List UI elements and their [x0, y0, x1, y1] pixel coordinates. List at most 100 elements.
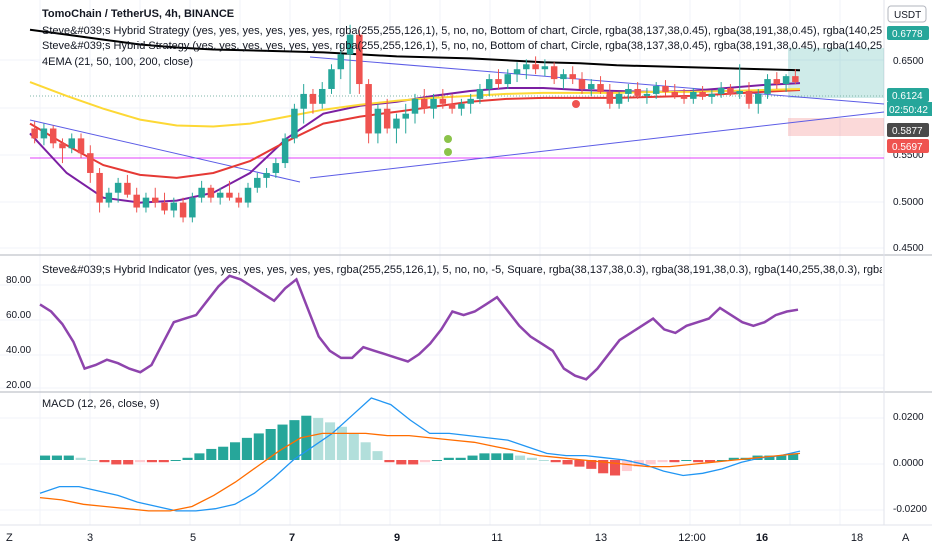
long-position-loss-zone[interactable]	[788, 118, 884, 136]
candle-body	[523, 64, 530, 70]
candle-body	[49, 128, 57, 144]
countdown-badge	[887, 102, 932, 116]
candle-body	[291, 108, 298, 139]
candle-body	[615, 93, 623, 104]
candle-body	[263, 172, 270, 178]
candle-body	[151, 197, 159, 203]
candle-body	[569, 74, 576, 80]
early-trendline[interactable]	[29, 119, 301, 183]
time-tick: 9	[394, 532, 400, 544]
candle-body	[114, 182, 122, 193]
timezone-button[interactable]: Z	[6, 532, 13, 544]
candle-body	[300, 93, 307, 109]
macd-axis[interactable]: 0.0200 0.0000 -0.0200	[893, 412, 927, 515]
macd-histogram-bar	[336, 426, 347, 460]
candle-body	[170, 202, 178, 211]
time-axis[interactable]: 3 5 7 9 11 13 12:00 16 18 Z A	[6, 532, 910, 544]
indicator-axis[interactable]: 80.00 60.00 40.00 20.00	[6, 275, 31, 391]
candle-body	[216, 192, 224, 198]
candle-body	[105, 192, 113, 203]
hybrid-indicator-line	[39, 274, 799, 381]
candle-body	[652, 86, 660, 94]
buy-signal-marker[interactable]	[444, 148, 452, 156]
macd-histogram-bar	[716, 460, 727, 461]
macd-histogram-bar	[396, 460, 407, 465]
candle-body	[597, 84, 604, 92]
macd-histogram-bar	[325, 422, 336, 460]
macd-legend[interactable]: MACD (12, 26, close, 9)	[42, 398, 160, 410]
time-tick: 16	[756, 532, 768, 544]
candle-body	[736, 90, 743, 94]
grid-lines	[0, 0, 884, 525]
candle-body	[727, 87, 734, 94]
candle-body	[318, 88, 326, 104]
stop-price-badge	[887, 139, 929, 153]
macd-histogram-bar	[420, 460, 431, 463]
candle-body	[448, 103, 456, 109]
macd-histogram-bar	[194, 453, 205, 460]
buy-signal-marker[interactable]	[444, 135, 452, 143]
candle-body	[550, 66, 558, 80]
macd-histogram-bar	[538, 460, 549, 461]
time-tick: 18	[851, 532, 863, 544]
strategy-legend-2[interactable]: Steve&#039;s Hybrid Strategy (yes, yes, …	[42, 40, 882, 52]
candlesticks	[31, 24, 799, 223]
candle-body	[792, 76, 799, 83]
candle-body	[198, 187, 205, 198]
chart-title: TomoChain / TetherUS, 4h, BINANCE	[42, 8, 235, 20]
macd-histogram-bar	[313, 417, 324, 460]
candle-body	[133, 194, 140, 208]
macd-histogram-bar	[550, 460, 561, 463]
sell-signal-marker[interactable]	[572, 100, 580, 108]
ema-legend[interactable]: 4EMA (21, 50, 100, 200, close)	[42, 56, 194, 68]
candle-body	[485, 79, 493, 89]
macd-histogram-bar	[111, 460, 122, 465]
indicator-series	[39, 274, 799, 381]
macd-histogram-bar	[728, 457, 739, 460]
last-price-badge	[887, 88, 929, 102]
candle-body	[578, 79, 586, 89]
candle-body	[476, 88, 484, 99]
time-tick: 11	[491, 532, 502, 544]
macd-histogram-bar	[182, 457, 193, 460]
macd-histogram-bar	[230, 442, 241, 460]
candle-body	[411, 98, 419, 114]
candle-body	[495, 79, 502, 85]
auto-scale-button[interactable]: A	[902, 532, 910, 544]
candle-body	[717, 87, 725, 94]
macd-histogram-bar	[241, 437, 252, 460]
macd-histogram-bar	[265, 429, 276, 460]
currency-button[interactable]	[887, 5, 927, 23]
candle-body	[31, 128, 38, 139]
candle-body	[328, 69, 335, 89]
candle-body	[96, 172, 103, 203]
candle-body	[532, 64, 539, 70]
last-price-label: 0.6124	[892, 91, 923, 102]
ema-line	[29, 28, 801, 72]
macd-histogram-bar	[515, 455, 526, 460]
macd-tick: -0.0200	[893, 504, 927, 515]
lower-trendline[interactable]	[309, 111, 885, 179]
indicator-legend[interactable]: Steve&#039;s Hybrid Indicator (yes, yes,…	[42, 264, 882, 276]
long-position-profit-zone[interactable]	[788, 48, 884, 98]
price-axis[interactable]: 0.6500 0.5500 0.5000 0.4500	[893, 56, 924, 254]
upper-trendline[interactable]	[309, 56, 885, 105]
candle-body	[309, 93, 317, 104]
candle-body	[773, 79, 781, 85]
candle-body	[755, 93, 762, 104]
price-tick: 0.6500	[893, 56, 924, 67]
candle-body	[337, 54, 345, 70]
price-labels: 0.6778 0.6124 02:50:42 0.5877 0.5697	[887, 26, 932, 153]
macd-histogram-bar	[63, 455, 74, 460]
macd-histogram-bar	[764, 455, 775, 460]
macd-histogram-bar	[75, 457, 86, 460]
strategy-legend-1[interactable]: Steve&#039;s Hybrid Strategy (yes, yes, …	[42, 25, 882, 37]
candle-body	[439, 98, 447, 104]
candle-body	[662, 86, 669, 92]
macd-signal-line	[39, 432, 801, 512]
macd-histogram-bar	[479, 453, 490, 460]
candle-body	[513, 69, 521, 75]
macd-histogram-bar	[123, 460, 134, 465]
macd-histogram-bar	[135, 460, 146, 463]
